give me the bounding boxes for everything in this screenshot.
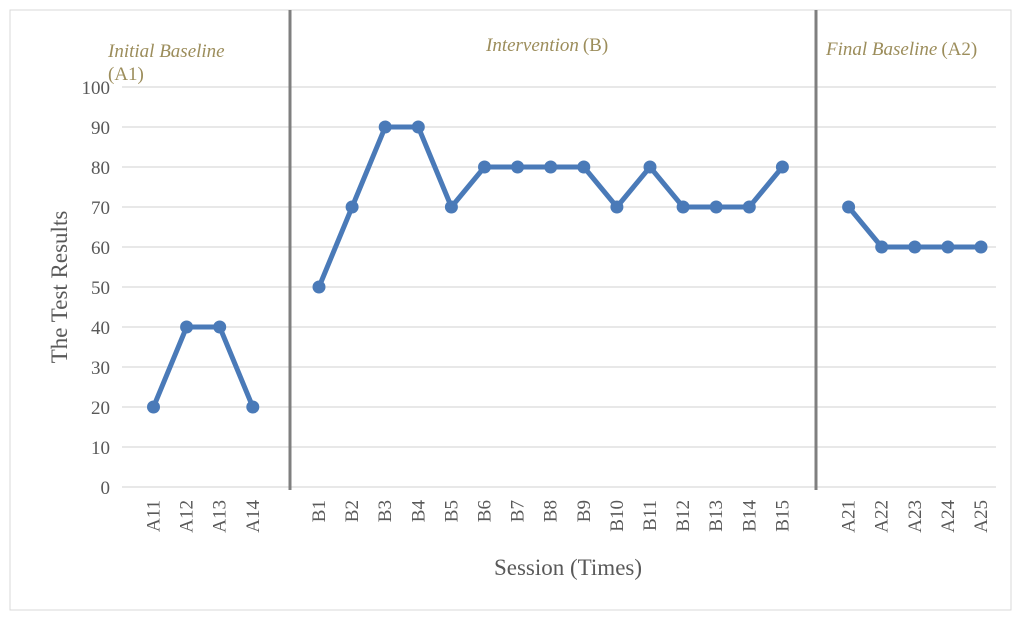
data-point [908, 240, 922, 254]
phase-label-suffix: (B) [583, 35, 608, 56]
data-point [378, 120, 392, 134]
x-tick-label: A22 [872, 500, 893, 533]
x-tick-label: A14 [243, 500, 264, 533]
y-tick-label: 60 [91, 238, 110, 259]
x-tick-label: B1 [309, 500, 330, 522]
x-tick-label: B5 [441, 500, 462, 522]
data-point [345, 200, 359, 214]
y-tick-label: 30 [91, 358, 110, 379]
y-tick-label: 100 [82, 78, 111, 99]
data-point [709, 200, 723, 214]
x-tick-label: A23 [905, 500, 926, 533]
phase-label-name: Final Baseline [825, 39, 937, 60]
data-point [875, 240, 889, 254]
x-tick-label: A25 [971, 500, 992, 533]
data-point [444, 200, 458, 214]
x-tick-label: A12 [177, 500, 198, 533]
data-point [676, 200, 690, 214]
data-point [411, 120, 425, 134]
x-tick-label: B14 [739, 500, 760, 532]
y-tick-label: 80 [91, 158, 110, 179]
phase-label: Intervention (B) [485, 35, 608, 56]
x-tick-label: B13 [706, 500, 727, 532]
x-tick-labels: A11 A12 A13 A14 B1 B2 B3 B4 B5 B6 B7 B8 B9 B10 B11 B12 B… [144, 500, 993, 533]
x-tick-label: B9 [574, 500, 595, 522]
x-tick-label: A13 [210, 500, 231, 533]
x-tick-label: A21 [839, 500, 860, 533]
x-tick-label: A11 [144, 500, 165, 532]
y-tick-label: 50 [91, 278, 110, 299]
x-tick-label: B7 [508, 500, 529, 522]
data-point [643, 160, 657, 174]
y-tick-labels: 0 10 20 30 40 50 60 70 80 90 100 [82, 78, 111, 499]
data-point [742, 200, 756, 214]
phase-labels: Initial Baseline(A1) Intervention (B) Final… [107, 35, 977, 85]
y-tick-label: 10 [91, 438, 110, 459]
y-axis-title: The Test Results [47, 211, 72, 364]
data-point [213, 320, 227, 334]
series-line [151, 324, 256, 410]
data-point [610, 200, 624, 214]
data-point [941, 240, 955, 254]
y-tick-label: 90 [91, 118, 110, 139]
x-tick-label: B11 [640, 500, 661, 531]
y-tick-label: 70 [91, 198, 110, 219]
phase-label-name: Intervention [485, 35, 579, 56]
data-point [147, 400, 160, 414]
data-point [312, 280, 326, 294]
x-tick-label: B4 [408, 500, 429, 523]
data-point [775, 160, 789, 174]
x-tick-label: B2 [342, 500, 363, 522]
y-tick-label: 20 [91, 398, 110, 419]
y-tick-label: 40 [91, 318, 110, 339]
x-tick-label: B12 [673, 500, 694, 532]
phase-dividers [288, 10, 818, 490]
data-series [147, 120, 988, 414]
data-point [544, 160, 558, 174]
data-point [577, 160, 591, 174]
x-tick-label: B6 [475, 500, 496, 522]
x-tick-label: B15 [772, 500, 793, 532]
x-tick-label: B8 [541, 500, 562, 522]
data-point [478, 160, 491, 174]
data-point [180, 320, 194, 334]
data-point [842, 200, 856, 214]
y-tick-label: 0 [101, 478, 111, 499]
data-point [246, 400, 260, 414]
phase-label-name: Initial Baseline [107, 41, 225, 62]
chart-border [9, 9, 1012, 611]
x-axis-title: Session (Times) [494, 555, 642, 580]
x-tick-label: B3 [375, 500, 396, 522]
x-tick-label: A24 [938, 500, 959, 533]
phase-label-suffix: (A2) [941, 39, 977, 60]
phase-label-suffix: (A1) [108, 64, 144, 85]
x-tick-label: B10 [607, 500, 628, 532]
data-point [511, 160, 525, 174]
phase-label: Final Baseline (A2) [825, 39, 977, 60]
data-point [974, 240, 988, 254]
